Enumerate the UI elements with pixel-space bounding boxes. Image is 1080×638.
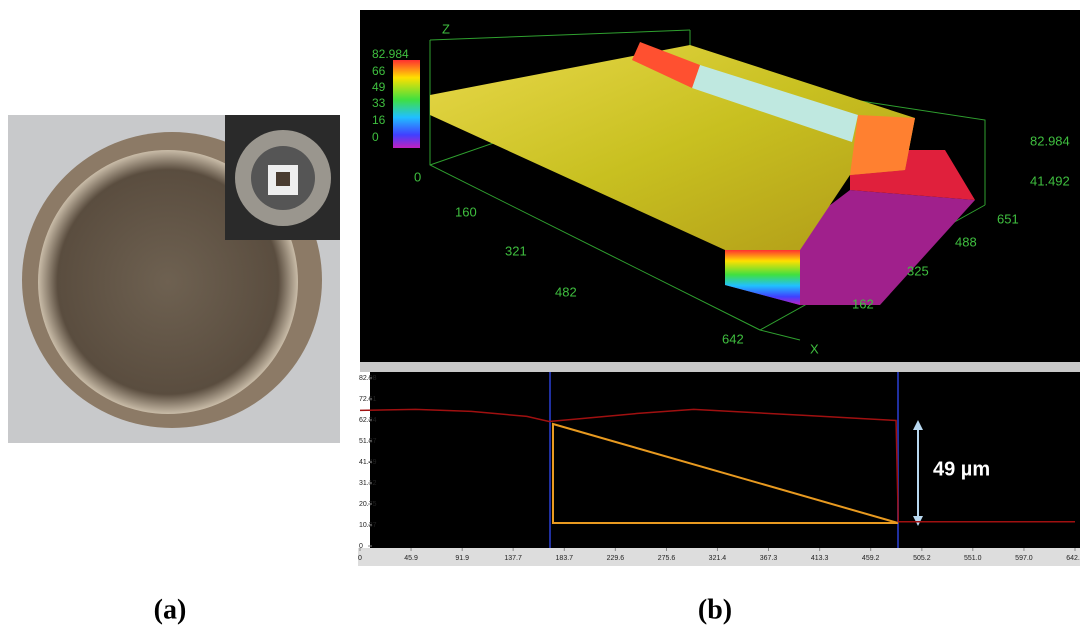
axis-tick: 651 bbox=[997, 211, 1019, 226]
axis-tick: 325 bbox=[907, 263, 929, 278]
y-tick-label: 10.37 bbox=[359, 522, 377, 529]
x-tick-label: 45.9 bbox=[404, 555, 418, 562]
x-tick-label: 642.9 bbox=[1066, 555, 1080, 562]
x-tick-label: 229.6 bbox=[607, 555, 625, 562]
figure: (a) (b) 82.984 66 49 33 16 0 Z X 0 160 3… bbox=[0, 0, 1080, 633]
x-tick-label: 321.4 bbox=[709, 555, 727, 562]
axis-tick: 162 bbox=[852, 296, 874, 311]
colorbar-tick: 49 bbox=[372, 80, 386, 94]
x-tick-label: 183.7 bbox=[556, 555, 574, 562]
y-tick-label: 20.75 bbox=[359, 501, 377, 508]
axis-label: Z bbox=[442, 21, 450, 36]
colorbar-tick: 33 bbox=[372, 96, 386, 110]
y-tick-label: 62.24 bbox=[359, 417, 377, 424]
y-tick-label: 41.49 bbox=[359, 459, 377, 466]
colorbar-tick: 16 bbox=[372, 113, 386, 127]
x-tick-label: 137.7 bbox=[504, 555, 522, 562]
colorbar-tick: 0 bbox=[372, 130, 379, 144]
axis-tick: 41.492 bbox=[1030, 173, 1070, 188]
colorbar-tick: 66 bbox=[372, 64, 386, 78]
axis-tick: 642 bbox=[722, 331, 744, 346]
photo bbox=[8, 115, 340, 443]
caption: (b) bbox=[698, 594, 732, 625]
axis-tick: 160 bbox=[455, 204, 477, 219]
caption: (a) bbox=[154, 594, 187, 625]
axis-tick: 82.984 bbox=[1030, 133, 1070, 148]
annotation: 49 µm bbox=[933, 458, 990, 480]
x-tick-label: 275.6 bbox=[658, 555, 676, 562]
axis-label: X bbox=[810, 341, 819, 356]
axis-tick: 482 bbox=[555, 284, 577, 299]
page: {"panel_a": {"caption": "(a)"}, "panel_b… bbox=[0, 0, 1080, 633]
x-tick-label: 505.2 bbox=[913, 555, 931, 562]
axis-tick: 0 bbox=[414, 169, 421, 184]
y-tick-label: 82.98 bbox=[359, 375, 377, 382]
x-tick-label: 459.2 bbox=[862, 555, 880, 562]
x-tick-label: 551.0 bbox=[964, 555, 982, 562]
y-tick-label: 31.12 bbox=[359, 480, 377, 487]
x-tick-label: 367.3 bbox=[760, 555, 778, 562]
y-tick-label: 72.61 bbox=[359, 396, 377, 403]
axis-tick: 321 bbox=[505, 243, 527, 258]
colorbar-tick: 82.984 bbox=[372, 47, 409, 61]
x-tick-label: 0 bbox=[358, 555, 362, 562]
x-tick-label: 597.0 bbox=[1015, 555, 1033, 562]
y-tick-label: 51.87 bbox=[359, 438, 377, 445]
plot-3d bbox=[360, 10, 1080, 372]
x-tick-label: 91.9 bbox=[455, 555, 469, 562]
axis-tick: 488 bbox=[955, 234, 977, 249]
x-tick-label: 413.3 bbox=[811, 555, 829, 562]
